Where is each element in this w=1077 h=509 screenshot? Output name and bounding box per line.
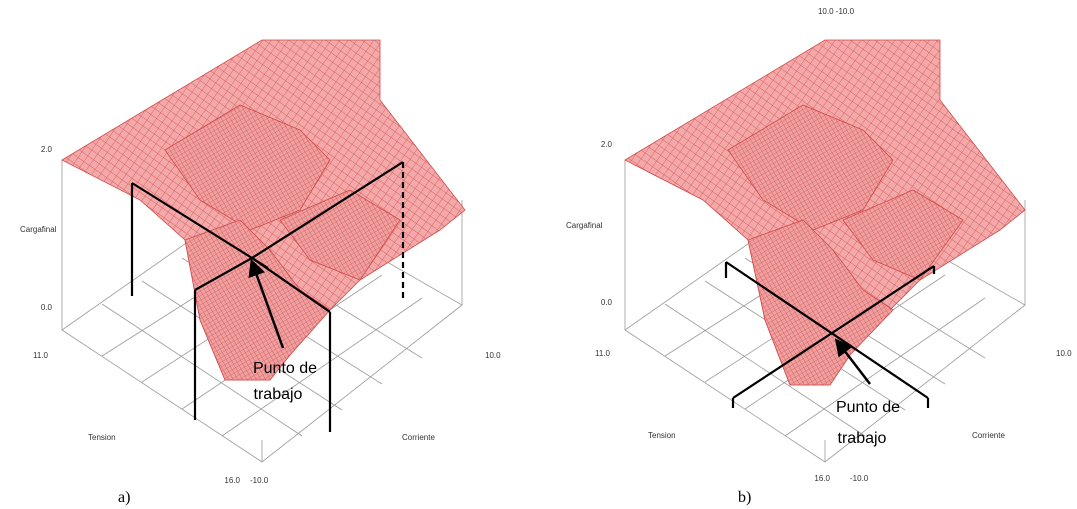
working-point-lines (130, 161, 405, 432)
panel-a-caption: a) (118, 489, 130, 506)
working-point-label-line1: Punto de (836, 399, 900, 416)
corriente-max-label: 10.0 (1056, 349, 1072, 358)
working-point-label-line1: Punto de (253, 360, 317, 377)
tension-min-label: 11.0 (33, 351, 49, 360)
tension-max-label: 16.0 (224, 476, 240, 485)
working-point-label-line2: trabajo (838, 430, 887, 447)
tension-max-label: 16.0 (814, 474, 830, 483)
z-axis-title: Cargafinal (566, 221, 603, 230)
corriente-axis-title: Corriente (402, 433, 435, 442)
working-point-label-line2: trabajo (254, 386, 303, 403)
corriente-max-label: 10.0 (485, 351, 501, 360)
response-surface (61, 39, 466, 381)
panel-a: 2.0 Cargafinal 0.0 11.0 Tension 16.0 -10… (20, 39, 501, 506)
response-surface (624, 39, 1026, 386)
corriente-min-label: -10.0 (250, 476, 269, 485)
corriente-min-label: -10.0 (850, 474, 869, 483)
tension-axis-title: Tension (88, 433, 116, 442)
tension-min-label: 11.0 (595, 349, 611, 358)
z-max-label: 2.0 (601, 140, 613, 149)
corriente-back-labels: 10.0 -10.0 (818, 7, 855, 16)
z-max-label: 2.0 (41, 145, 53, 154)
z-min-label: 0.0 (601, 298, 613, 307)
callout-arrow (248, 258, 285, 349)
working-point-lines (724, 261, 936, 408)
z-min-label: 0.0 (41, 303, 53, 312)
tension-axis-title: Tension (648, 431, 676, 440)
panel-b-caption: b) (738, 489, 751, 506)
callout-arrow (834, 338, 871, 385)
panel-b: 10.0 -10.0 2.0 Cargafinal 0.0 11.0 Tensi… (566, 7, 1072, 506)
corriente-axis-title: Corriente (972, 431, 1005, 440)
z-axis-title: Cargafinal (20, 225, 57, 234)
